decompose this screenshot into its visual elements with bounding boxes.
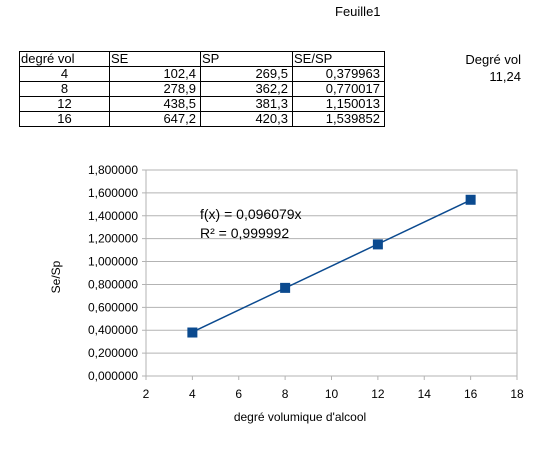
y-tick-label: 1,200000: [88, 232, 138, 246]
x-tick-label: 12: [371, 387, 385, 401]
header-cell-se[interactable]: SE: [109, 51, 201, 67]
table-cell[interactable]: 647,2: [109, 111, 201, 127]
y-tick-label: 1,600000: [88, 186, 138, 200]
y-tick-label: 0,000000: [88, 369, 138, 383]
data-points: [187, 194, 476, 338]
table-cell[interactable]: 1,539852: [292, 111, 385, 127]
y-tick-label: 0,200000: [88, 346, 138, 360]
data-point-marker: [372, 239, 383, 250]
x-tick-label: 4: [189, 387, 196, 401]
degre-vol-label[interactable]: Degré vol: [465, 52, 521, 67]
y-tick-label: 1,800000: [88, 163, 138, 177]
sheet-title: Feuille1: [335, 4, 381, 19]
table-cell[interactable]: 278,9: [109, 81, 201, 97]
x-axis-title: degré volumique d'alcool: [234, 410, 366, 424]
table-row: 12 438,5 381,3 1,150013: [19, 96, 385, 112]
chart-axes: [145, 169, 518, 380]
x-tick-label: 6: [235, 387, 242, 401]
x-tick-label: 10: [325, 387, 339, 401]
degre-vol-block: Degré vol 11,24: [465, 51, 521, 85]
chart-tick-labels: 0,000000 0,200000 0,400000 0,600000 0,800000…: [88, 163, 524, 401]
table-header-row: degré vol SE SP SE/SP: [19, 51, 385, 67]
chart-gridlines: [142, 169, 517, 377]
table-row: 16 647,2 420,3 1,539852: [19, 111, 385, 127]
data-point-marker: [187, 327, 198, 338]
table-cell[interactable]: 12: [19, 96, 110, 112]
plot-frame: [145, 169, 518, 377]
y-axis-title: Se/Sp: [49, 260, 63, 293]
trendline-line: [192, 199, 471, 333]
x-tick-label: 2: [143, 387, 150, 401]
x-tick-label: 14: [418, 387, 432, 401]
trendline: [192, 199, 471, 333]
r-squared-label: R² = 0,999992: [200, 225, 289, 241]
table-cell[interactable]: 0,379963: [292, 66, 385, 82]
degre-vol-value[interactable]: 11,24: [489, 69, 521, 84]
table-row: 8 278,9 362,2 0,770017: [19, 81, 385, 97]
data-table: degré vol SE SP SE/SP 4 102,4 269,5 0,37…: [19, 51, 385, 127]
y-tick-label: 1,400000: [88, 209, 138, 223]
table-cell[interactable]: 1,150013: [292, 96, 385, 112]
x-tick-label: 18: [510, 387, 524, 401]
y-tick-label: 1,000000: [88, 255, 138, 269]
table-cell[interactable]: 0,770017: [292, 81, 385, 97]
trendline-equation: f(x) = 0,096079x: [200, 206, 302, 222]
y-tick-label: 0,800000: [88, 277, 138, 291]
table-cell[interactable]: 16: [19, 111, 110, 127]
y-tick-label: 0,600000: [88, 300, 138, 314]
data-point-marker: [280, 282, 291, 293]
x-tick-label: 16: [464, 387, 478, 401]
data-point-marker: [465, 194, 476, 205]
x-tick-label: 8: [282, 387, 289, 401]
y-tick-label: 0,400000: [88, 323, 138, 337]
